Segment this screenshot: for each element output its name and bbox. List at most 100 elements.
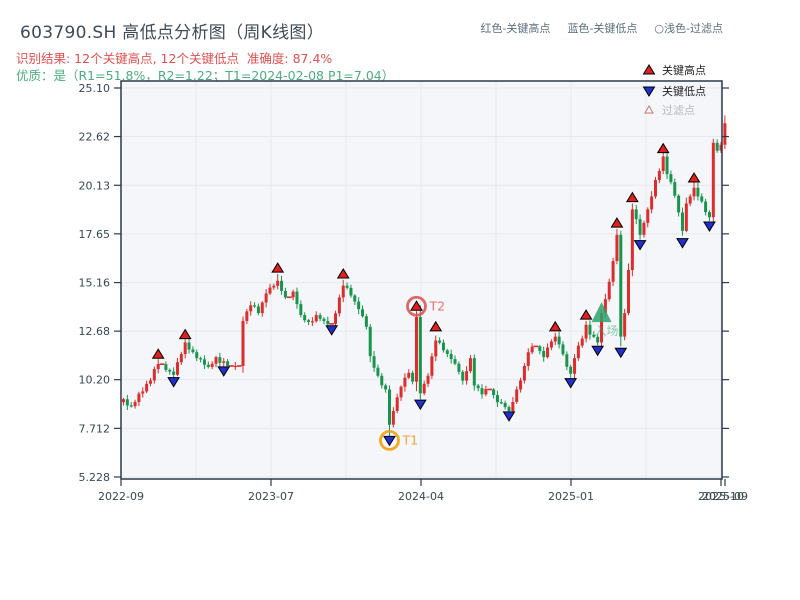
key-high-marker — [336, 268, 350, 279]
candle-body — [576, 345, 580, 359]
candle-body — [222, 361, 226, 363]
candle-body — [326, 320, 330, 325]
key-low-marker — [167, 377, 181, 388]
entry-marker — [591, 302, 612, 323]
candle-body — [438, 340, 442, 343]
candle-body — [627, 270, 631, 314]
candle-body — [380, 375, 384, 386]
candle-body — [561, 344, 565, 355]
candle-body — [307, 320, 311, 322]
candle-body — [175, 362, 179, 375]
key-low-marker — [703, 221, 716, 232]
candle-body — [376, 367, 380, 376]
candle-body — [148, 380, 152, 384]
y-tick-label: 22.62 — [79, 131, 111, 144]
candle-body — [299, 304, 303, 316]
candle-body — [141, 391, 145, 394]
candle-body — [507, 407, 511, 411]
y-tick-label: 12.68 — [79, 325, 111, 338]
candle-body — [387, 389, 391, 425]
top-legend: 红色-关键高点 蓝色-关键低点 ○浅色-过滤点 — [480, 20, 723, 36]
candle-body — [218, 357, 222, 363]
candle-body — [553, 336, 557, 342]
recognition-result-line: 识别结果: 12个关键高点, 12个关键低点 准确度: 87.4% — [16, 51, 333, 66]
candle-body — [557, 336, 561, 345]
candle-body — [588, 324, 592, 335]
candle-body — [361, 309, 365, 317]
candle-body — [711, 142, 715, 218]
t1-label: T1 — [401, 432, 418, 447]
legend-filtered-icon — [644, 104, 654, 114]
candle-body — [680, 212, 684, 231]
candle-body — [125, 399, 129, 406]
y-tick-label: 20.13 — [79, 179, 111, 192]
candle-body — [368, 326, 372, 357]
candle-body — [422, 383, 426, 394]
legend-item-label: 关键低点 — [662, 84, 706, 98]
key-high-marker — [178, 328, 192, 340]
candle-body — [226, 361, 230, 366]
candle-body — [638, 219, 642, 235]
candle-body — [314, 315, 318, 322]
key-low-marker — [633, 240, 647, 251]
candle-body — [542, 350, 546, 358]
candle-body — [619, 234, 623, 337]
candle-body — [414, 317, 418, 382]
candle-body — [584, 324, 588, 339]
candle-body — [592, 334, 596, 337]
key-high-marker — [548, 320, 562, 332]
key-high-marker — [687, 172, 701, 183]
legend-item-label: 过滤点 — [662, 104, 695, 117]
candle-body — [673, 182, 677, 196]
candle-body — [530, 346, 534, 353]
candle-body — [391, 410, 395, 425]
key-low-marker — [676, 238, 689, 249]
candle-body — [453, 359, 457, 364]
candle-body — [492, 389, 496, 396]
candle-body — [472, 358, 476, 386]
candle-body — [337, 297, 341, 314]
candle-body — [684, 203, 688, 231]
t2-ring — [406, 295, 427, 317]
y-tick-label: 15.16 — [79, 277, 111, 290]
candle-body — [449, 353, 453, 360]
key-high-marker — [410, 300, 423, 311]
candle-body — [253, 305, 257, 307]
key-low-marker — [591, 345, 605, 357]
candle-body — [418, 317, 422, 394]
candle-body — [164, 364, 168, 370]
candle-body — [700, 196, 704, 202]
candle-body — [476, 385, 480, 389]
candle-body — [630, 209, 634, 271]
page-title: 603790.SH 高低点分析图（周K线图） — [20, 23, 325, 43]
candle-body — [707, 212, 711, 218]
candle-body — [280, 280, 284, 291]
candle-body — [168, 369, 172, 372]
x-tick-label: 2025-09 — [702, 490, 748, 503]
candle-body — [249, 305, 253, 312]
candle-body — [692, 187, 696, 197]
key-high-marker — [429, 320, 443, 332]
key-high-marker — [625, 191, 639, 203]
candle-body — [634, 209, 638, 220]
candle-body — [283, 290, 287, 298]
candle-body — [395, 397, 399, 411]
key-low-marker — [383, 435, 396, 447]
candle-body — [241, 320, 245, 366]
candle-body — [538, 346, 542, 351]
candle-body — [260, 302, 264, 314]
candle-body — [511, 401, 515, 411]
candle-body — [191, 349, 195, 353]
candle-body — [461, 371, 465, 381]
candle-body — [526, 352, 530, 366]
y-tick-label: 17.65 — [79, 228, 111, 241]
candle-body — [411, 372, 415, 382]
candle-body — [322, 318, 326, 321]
candle-body — [495, 395, 499, 403]
candle-body — [465, 371, 469, 381]
candle-body — [399, 386, 403, 398]
t1-ring — [379, 429, 400, 451]
candle-body — [499, 402, 503, 404]
candle-body — [334, 313, 338, 324]
candle-body — [206, 364, 210, 367]
